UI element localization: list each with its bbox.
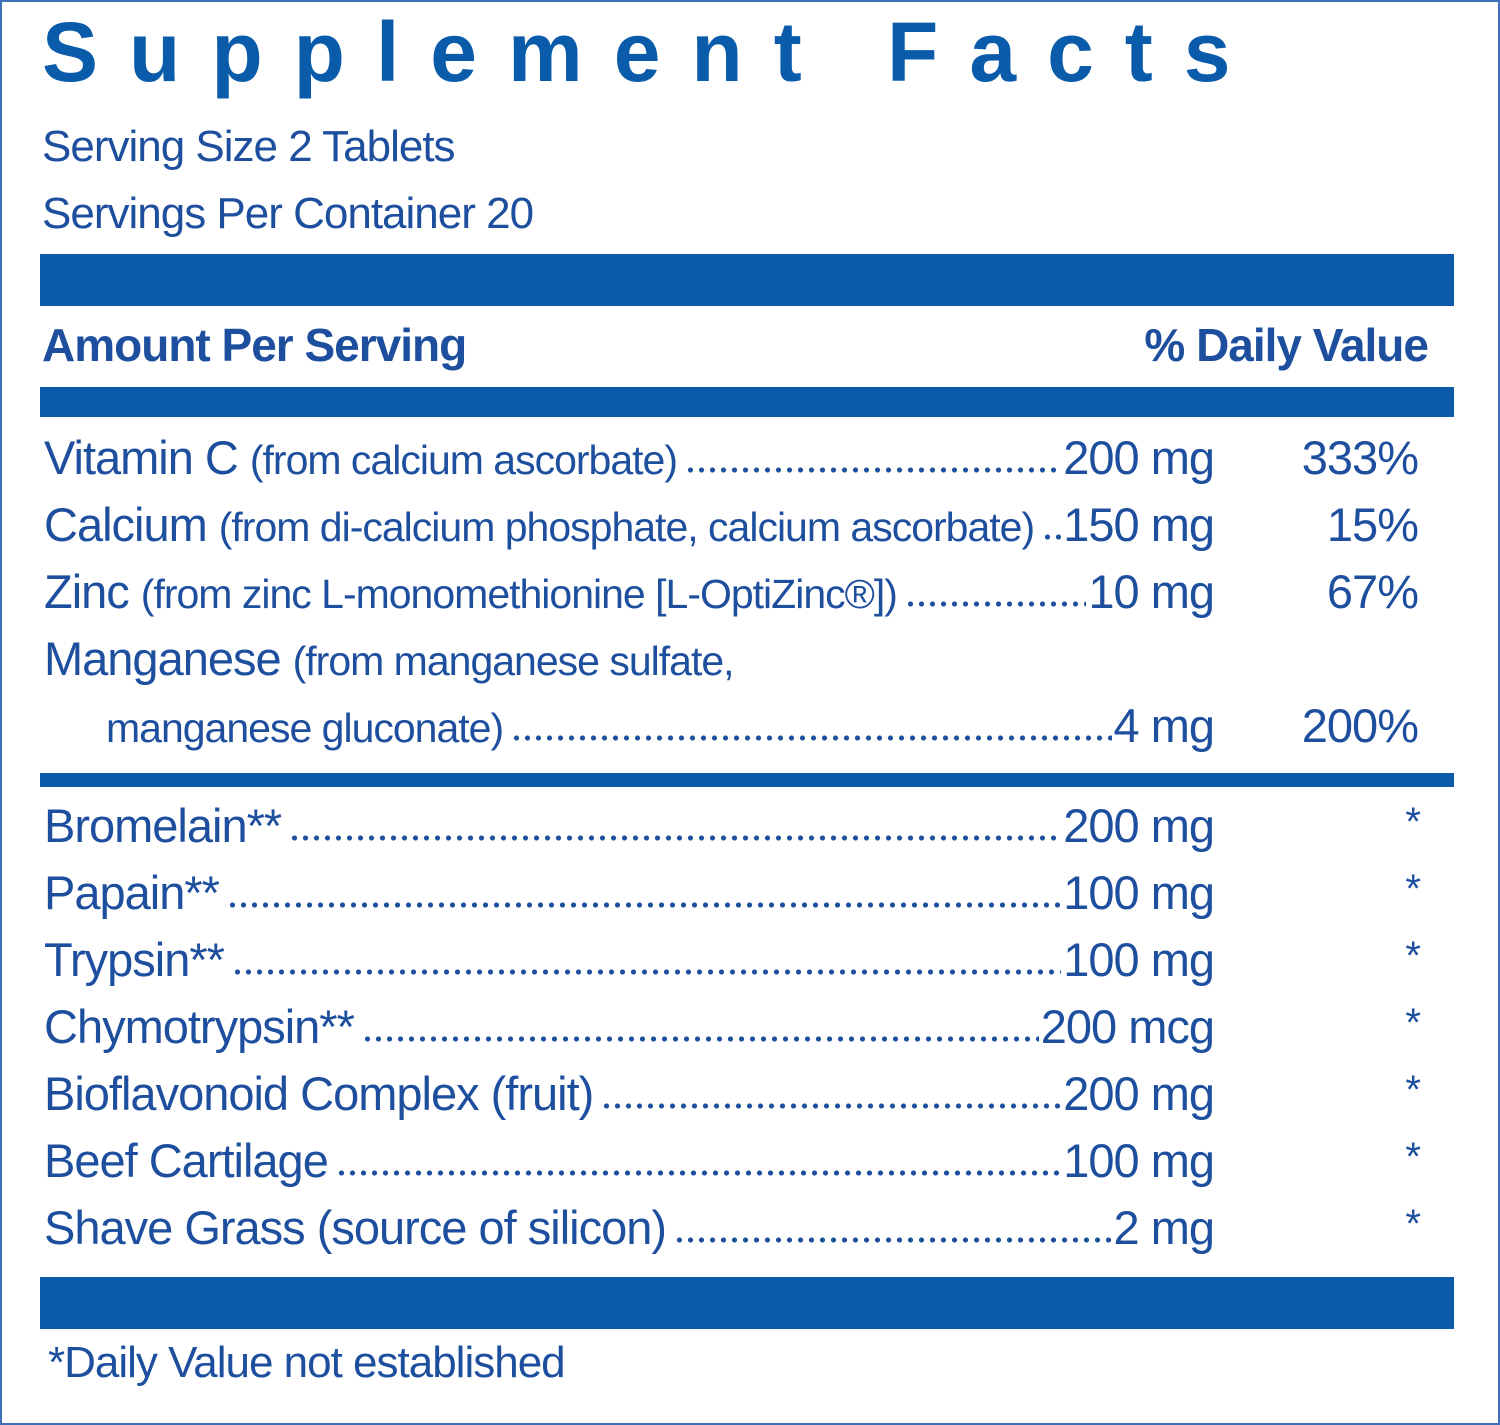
divider-bar [40, 773, 1454, 787]
ingredient-row: Papain** 100 mg [44, 865, 1215, 932]
nutrient-source: manganese gluconate) [106, 705, 504, 751]
ingredient-name: Papain** [44, 866, 220, 919]
ingredient-daily-value: * [1405, 1135, 1421, 1179]
ingredient-name: Bioflavonoid Complex (fruit) [44, 1067, 594, 1120]
dot-leader [335, 1157, 1062, 1177]
divider-bar [40, 1277, 1454, 1329]
dot-leader [511, 722, 1112, 742]
nutrient-daily-value: 200% [1301, 699, 1419, 752]
dot-leader [289, 822, 1062, 842]
serving-size: Serving Size 2 Tablets [42, 122, 456, 171]
dot-leader [361, 1023, 1039, 1043]
dot-leader [231, 956, 1062, 976]
title: Supplement Facts [42, 5, 1262, 99]
ingredient-name: Beef Cartilage [44, 1134, 329, 1187]
nutrient-name: Calcium [44, 498, 208, 551]
ingredient-amount: 200 mg [1063, 1067, 1215, 1120]
dot-leader [601, 1090, 1062, 1110]
ingredient-daily-value: * [1405, 934, 1421, 978]
dot-leader [674, 1224, 1112, 1244]
footnote: *Daily Value not established [48, 1338, 566, 1387]
nutrient-amount: 150 mg [1063, 498, 1215, 551]
daily-value-header: % Daily Value [1144, 319, 1429, 371]
nutrient-daily-value: 15% [1326, 498, 1419, 551]
nutrient-row: manganese gluconate) 4 mg [106, 698, 1215, 765]
divider-bar [40, 387, 1454, 417]
amount-header: Amount Per Serving [42, 319, 467, 371]
ingredient-name: Chymotrypsin** [44, 1000, 355, 1053]
nutrient-name: Zinc [44, 565, 130, 618]
ingredient-name: Bromelain** [44, 799, 282, 852]
dot-leader [904, 588, 1087, 608]
nutrient-row: Calcium (from di-calcium phosphate, calci… [44, 497, 1215, 564]
ingredient-amount: 100 mg [1063, 933, 1215, 986]
nutrient-source: (from zinc L-monomethionine [L-OptiZinc®… [140, 571, 898, 617]
dot-leader [1042, 521, 1062, 541]
nutrient-source: (from calcium ascorbate) [249, 437, 678, 483]
ingredient-daily-value: * [1405, 800, 1421, 844]
nutrient-name: Vitamin C [44, 431, 239, 484]
ingredient-amount: 200 mcg [1040, 1000, 1215, 1053]
dot-leader [685, 454, 1062, 474]
ingredient-amount: 100 mg [1063, 866, 1215, 919]
ingredient-row: Beef Cartilage 100 mg [44, 1133, 1215, 1200]
nutrient-amount: 200 mg [1063, 431, 1215, 484]
nutrient-row: Vitamin C (from calcium ascorbate) 200 mg [44, 430, 1215, 497]
nutrient-source: (from manganese sulfate, [292, 638, 735, 684]
ingredient-name: Shave Grass (source of silicon) [44, 1201, 667, 1254]
nutrient-daily-value: 67% [1326, 565, 1419, 618]
ingredient-row: Shave Grass (source of silicon) 2 mg [44, 1200, 1215, 1267]
ingredient-daily-value: * [1405, 867, 1421, 911]
nutrient-daily-value: 333% [1301, 431, 1419, 484]
ingredient-amount: 100 mg [1063, 1134, 1215, 1187]
ingredient-row: Bioflavonoid Complex (fruit) 200 mg [44, 1066, 1215, 1133]
ingredient-daily-value: * [1405, 1068, 1421, 1112]
nutrient-row: Manganese (from manganese sulfate, [44, 631, 1214, 698]
nutrient-row: Zinc (from zinc L-monomethionine [L-OptiZ… [44, 564, 1215, 631]
ingredient-row: Bromelain** 200 mg [44, 798, 1215, 865]
nutrient-amount: 10 mg [1088, 565, 1215, 618]
ingredient-amount: 2 mg [1113, 1201, 1215, 1254]
nutrient-name: Manganese [44, 632, 282, 685]
ingredient-daily-value: * [1405, 1001, 1421, 1045]
ingredient-amount: 200 mg [1063, 799, 1215, 852]
ingredient-row: Trypsin** 100 mg [44, 932, 1215, 999]
servings-per-container: Servings Per Container 20 [42, 189, 534, 238]
nutrient-amount: 4 mg [1113, 699, 1215, 752]
dot-leader [226, 889, 1062, 909]
nutrient-source: (from di-calcium phosphate, calcium asco… [218, 504, 1035, 550]
divider-bar [40, 254, 1454, 306]
ingredient-daily-value: * [1405, 1202, 1421, 1246]
ingredient-name: Trypsin** [44, 933, 225, 986]
ingredient-row: Chymotrypsin** 200 mcg [44, 999, 1215, 1066]
